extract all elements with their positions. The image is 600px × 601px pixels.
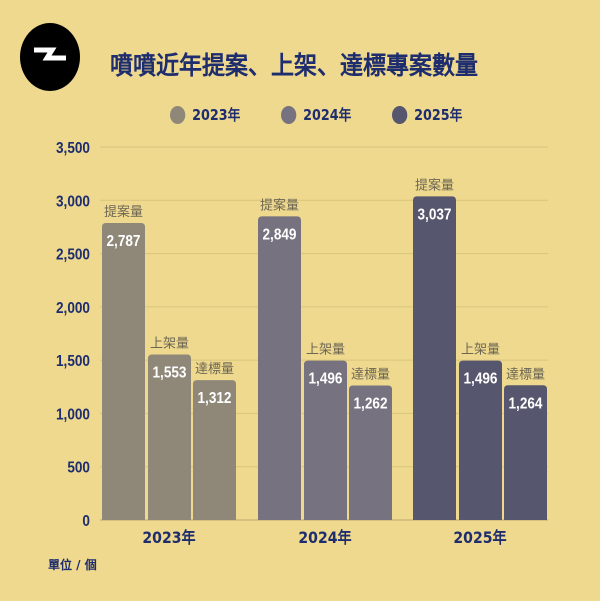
- data-label: 1,553: [153, 365, 187, 382]
- data-label: 2,787: [107, 233, 141, 250]
- bar-category-label: 提案量: [104, 204, 143, 220]
- legend-item: 2023年: [170, 104, 240, 125]
- bar-category-label: 提案量: [260, 197, 299, 213]
- data-label: 2,849: [263, 226, 297, 243]
- y-tick-label: 2,000: [56, 300, 90, 317]
- bar-category-label: 上架量: [150, 336, 189, 351]
- y-tick-label: 1,000: [56, 406, 90, 423]
- data-label: 1,264: [509, 395, 544, 412]
- data-label: 1,312: [198, 390, 232, 407]
- x-tick-label: 2025年: [453, 528, 506, 547]
- bar-category-label: 達標量: [351, 368, 390, 383]
- y-tick-label: 500: [67, 460, 90, 477]
- logo-zigzag-icon: [34, 47, 66, 61]
- data-label: 1,496: [464, 371, 498, 388]
- y-tick-label: 0: [82, 513, 90, 530]
- legend: 2023年 2024年 2025年: [170, 104, 474, 125]
- legend-swatch: [391, 105, 407, 124]
- legend-item: 2024年: [280, 104, 352, 125]
- chart-title: 噴噴近年提案、上架、達標專案數量: [110, 51, 479, 80]
- data-label: 1,496: [309, 371, 343, 388]
- y-tick-label: 3,000: [56, 193, 90, 210]
- bar: [304, 360, 347, 520]
- bar: [193, 380, 236, 520]
- x-tick-label: 2023年: [142, 528, 195, 547]
- bar-category-label: 上架量: [306, 343, 345, 358]
- bar: [102, 222, 145, 521]
- data-label: 1,262: [354, 396, 388, 413]
- bar: [504, 385, 547, 520]
- brand-logo: [20, 23, 80, 91]
- bar-category-label: 上架量: [461, 343, 500, 358]
- bar: [258, 216, 301, 521]
- legend-swatch: [170, 105, 186, 124]
- x-tick-label: 2024年: [298, 528, 351, 547]
- legend-label: 2023年: [192, 106, 241, 124]
- bar: [148, 354, 191, 520]
- legend-item: 2025年: [391, 104, 462, 125]
- unit-label: 單位 / 個: [48, 558, 97, 572]
- legend-label: 2024年: [302, 106, 352, 124]
- y-tick-label: 1,500: [56, 353, 90, 370]
- bar-category-label: 達標量: [506, 367, 545, 382]
- bar-category-label: 提案量: [415, 177, 454, 193]
- bar: [349, 385, 392, 520]
- data-label: 3,037: [418, 206, 452, 223]
- bar: [459, 360, 502, 520]
- legend-swatch: [280, 105, 297, 124]
- bar: [413, 196, 456, 520]
- y-tick-label: 2,500: [56, 247, 90, 264]
- bar-category-label: 達標量: [195, 362, 234, 377]
- legend-label: 2025年: [413, 106, 462, 124]
- y-tick-label: 3,500: [56, 140, 90, 157]
